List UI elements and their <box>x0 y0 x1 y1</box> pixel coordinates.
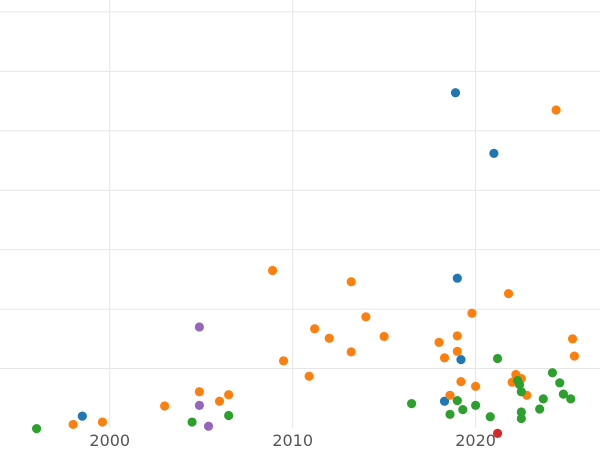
data-point <box>547 368 558 378</box>
data-point <box>361 312 371 322</box>
data-point <box>77 411 87 421</box>
data-point <box>346 277 356 287</box>
data-point <box>516 413 526 424</box>
data-point <box>434 337 444 347</box>
data-point <box>187 417 197 427</box>
data-points <box>31 88 579 438</box>
data-point <box>492 428 503 438</box>
data-point <box>160 401 170 411</box>
data-point <box>471 400 481 411</box>
data-point <box>452 346 462 356</box>
data-point <box>558 389 569 399</box>
data-point <box>31 423 42 434</box>
data-point <box>452 273 462 283</box>
data-point <box>203 421 214 431</box>
data-point <box>516 387 526 397</box>
data-point <box>97 417 108 427</box>
data-point <box>194 400 204 411</box>
data-point <box>224 410 234 421</box>
data-point <box>439 396 450 406</box>
data-point <box>445 409 455 419</box>
data-point <box>456 377 466 387</box>
data-point <box>452 396 462 406</box>
data-point <box>324 333 334 343</box>
data-point <box>194 387 204 397</box>
data-point <box>346 347 356 357</box>
data-point <box>456 355 466 365</box>
data-point <box>379 331 389 342</box>
data-point <box>450 88 461 98</box>
x-tick-label: 2010 <box>272 431 313 450</box>
data-point <box>471 381 481 391</box>
x-tick-label: 2020 <box>455 431 496 450</box>
data-point <box>492 353 503 364</box>
data-point <box>538 394 548 404</box>
data-point <box>224 390 234 400</box>
gridlines <box>0 0 600 428</box>
data-point <box>267 265 278 276</box>
data-point <box>535 404 545 414</box>
x-tick-labels: 2000 2010 2020 <box>89 431 496 450</box>
x-tick-label: 2000 <box>89 431 130 450</box>
data-point <box>566 394 576 404</box>
data-point <box>194 322 204 332</box>
data-point <box>514 380 525 390</box>
data-point <box>489 148 499 158</box>
data-point <box>406 399 417 409</box>
data-point <box>278 356 289 366</box>
data-point <box>569 351 579 361</box>
data-point <box>567 334 578 344</box>
data-point <box>304 371 314 381</box>
data-point <box>485 412 495 422</box>
data-point <box>458 404 468 415</box>
data-point <box>445 390 455 400</box>
data-point <box>214 396 225 406</box>
data-point <box>551 105 561 115</box>
data-point <box>467 308 477 318</box>
data-point <box>503 289 514 299</box>
data-point <box>439 353 450 363</box>
data-point <box>555 378 565 388</box>
data-point <box>310 324 320 334</box>
data-point <box>516 407 526 417</box>
data-point <box>68 419 78 430</box>
data-point <box>452 331 462 341</box>
